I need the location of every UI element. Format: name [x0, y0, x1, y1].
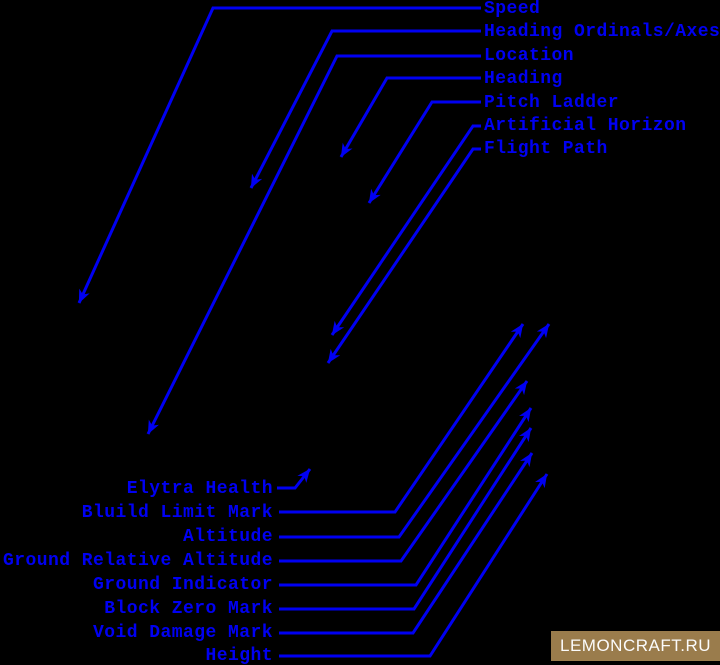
pitch-ladder-arrow — [367, 100, 481, 204]
block-zero-mark-arrow — [279, 427, 533, 611]
height-arrow — [279, 473, 549, 658]
label-height: Height — [205, 646, 273, 665]
flight-path-arrow — [326, 147, 481, 364]
label-artificial-horizon: Artificial Horizon — [484, 116, 687, 136]
elytra-health-arrow — [277, 468, 312, 490]
void-damage-mark-arrow — [279, 452, 534, 635]
altitude-arrow — [279, 323, 551, 539]
heading-ordinals-axes-arrow — [249, 29, 481, 189]
label-block-zero-mark: Block Zero Mark — [104, 599, 273, 619]
label-bluild-limit-mark: Bluild Limit Mark — [81, 503, 273, 523]
label-heading: Heading — [484, 69, 563, 89]
artificial-horizon-arrow — [330, 124, 481, 336]
label-elytra-health: Elytra Health — [126, 479, 273, 499]
bluild-limit-mark-arrow — [279, 323, 525, 514]
ground-indicator-arrow — [279, 407, 533, 587]
label-location: Location — [484, 46, 575, 66]
speed-arrow — [77, 6, 481, 304]
label-speed: Speed — [484, 0, 541, 19]
label-void-damage-mark: Void Damage Mark — [92, 623, 273, 643]
heading-arrow — [339, 76, 481, 158]
watermark-badge: LEMONCRAFT.RU — [551, 631, 720, 661]
ground-relative-altitude-arrow — [279, 380, 529, 563]
label-heading-ordinals-axes: Heading Ordinals/Axes — [484, 22, 720, 42]
label-ground-indicator: Ground Indicator — [92, 575, 273, 595]
location-arrow — [146, 54, 481, 435]
label-altitude: Altitude — [182, 527, 273, 547]
label-pitch-ladder: Pitch Ladder — [484, 93, 620, 113]
label-flight-path: Flight Path — [484, 139, 608, 159]
label-ground-relative-altitude: Ground Relative Altitude — [2, 551, 273, 571]
